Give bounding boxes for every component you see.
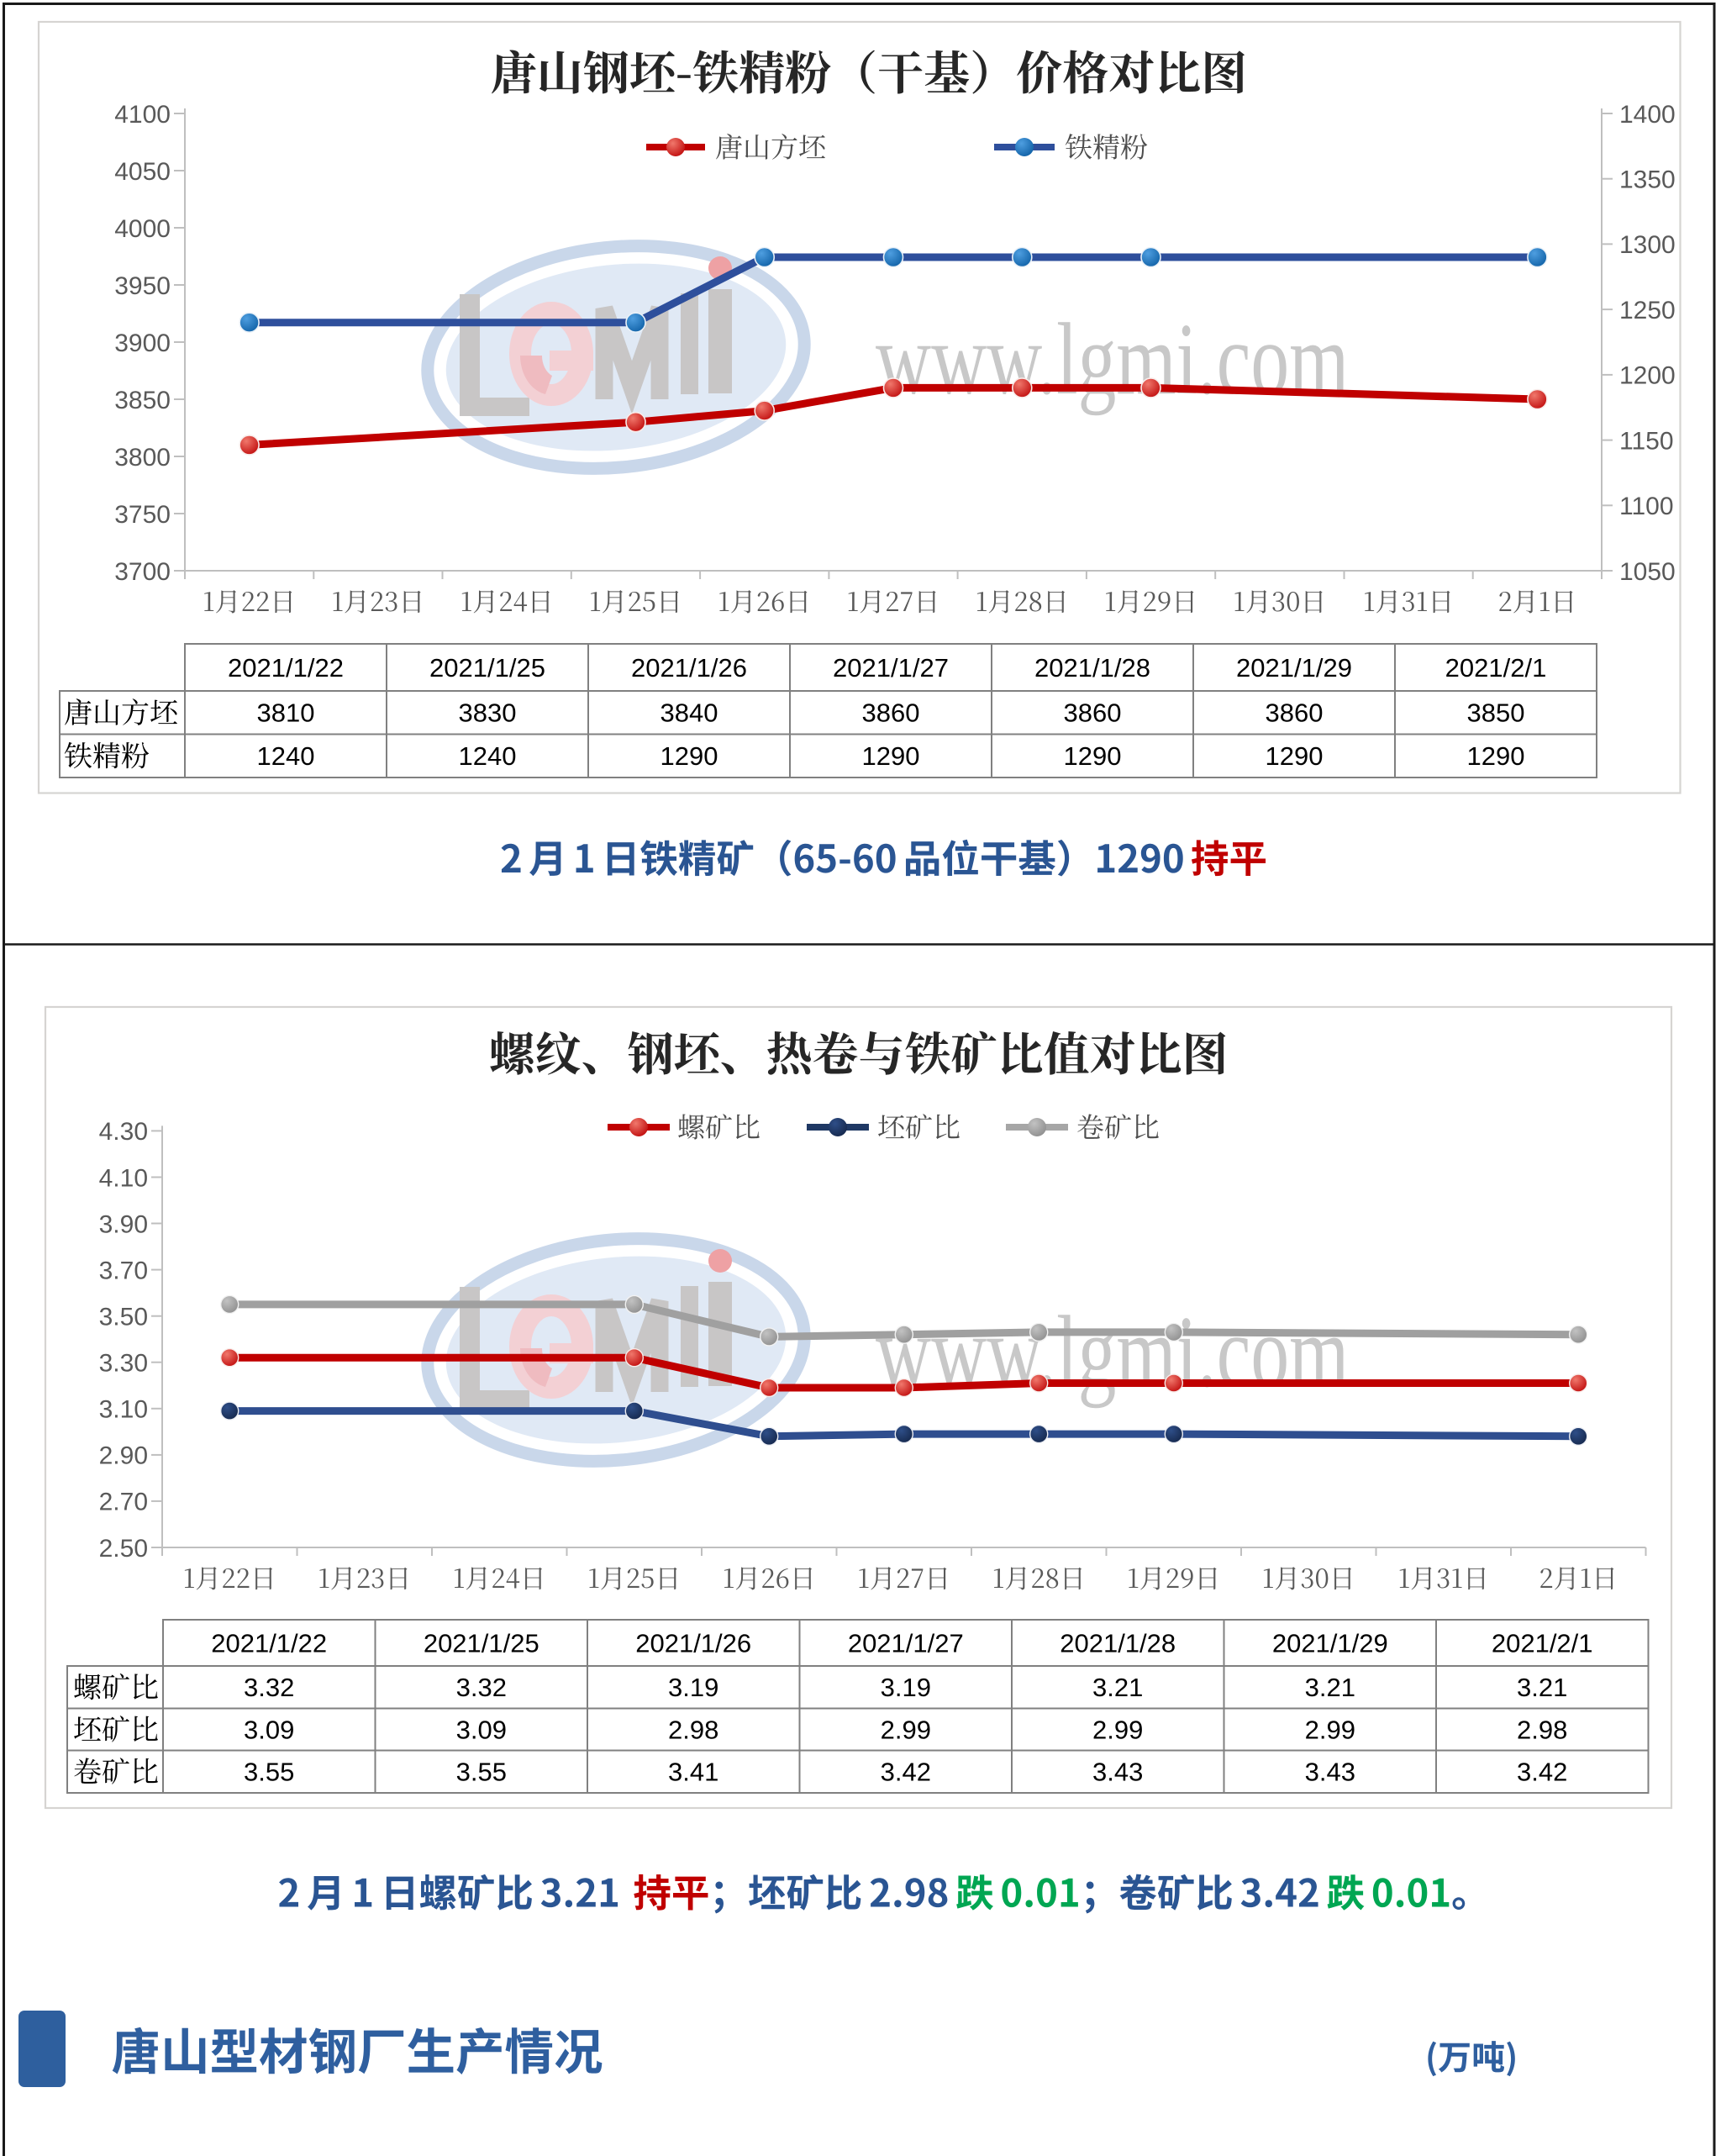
svg-text:2.90: 2.90 (99, 1442, 148, 1470)
svg-text:3850: 3850 (114, 387, 171, 414)
svg-text:3750: 3750 (114, 501, 171, 529)
svg-text:4.10: 4.10 (99, 1164, 148, 1192)
svg-text:3700: 3700 (114, 558, 171, 586)
svg-text:2.99: 2.99 (1092, 1715, 1143, 1744)
svg-text:1300: 1300 (1619, 231, 1676, 259)
svg-text:1240: 1240 (459, 741, 517, 771)
svg-text:3.19: 3.19 (668, 1673, 718, 1702)
svg-text:3.21: 3.21 (1092, 1673, 1143, 1702)
svg-text:1290: 1290 (1064, 741, 1122, 771)
svg-text:3.10: 3.10 (99, 1396, 148, 1424)
svg-text:3860: 3860 (1266, 698, 1324, 728)
svg-text:1250: 1250 (1619, 297, 1676, 324)
svg-text:3.50: 3.50 (99, 1304, 148, 1331)
svg-text:2.99: 2.99 (881, 1715, 931, 1744)
svg-text:3900: 3900 (114, 329, 171, 357)
svg-text:2021/1/25: 2021/1/25 (429, 653, 545, 683)
svg-text:3810: 3810 (257, 698, 315, 728)
svg-text:3950: 3950 (114, 272, 171, 300)
svg-text:2.99: 2.99 (1305, 1715, 1355, 1744)
svg-text:3.43: 3.43 (1305, 1758, 1355, 1787)
svg-text:4100: 4100 (114, 101, 171, 129)
svg-text:2021/1/25: 2021/1/25 (424, 1628, 539, 1658)
svg-text:2021/2/1: 2021/2/1 (1492, 1628, 1593, 1658)
svg-text:1290: 1290 (862, 741, 920, 771)
svg-text:2021/1/27: 2021/1/27 (833, 653, 949, 683)
svg-text:3.21: 3.21 (1305, 1673, 1355, 1702)
svg-text:1100: 1100 (1619, 493, 1674, 520)
svg-text:2.50: 2.50 (99, 1535, 148, 1563)
svg-text:3.43: 3.43 (1092, 1758, 1143, 1787)
svg-text:3.21: 3.21 (1517, 1673, 1567, 1702)
svg-text:1200: 1200 (1619, 362, 1676, 390)
svg-text:4000: 4000 (114, 215, 171, 243)
svg-text:2021/1/29: 2021/1/29 (1236, 653, 1352, 683)
svg-text:3.70: 3.70 (99, 1257, 148, 1284)
svg-text:3840: 3840 (661, 698, 718, 728)
svg-text:3.32: 3.32 (244, 1673, 294, 1702)
svg-text:3.55: 3.55 (456, 1758, 507, 1787)
svg-text:1290: 1290 (661, 741, 718, 771)
svg-text:1290: 1290 (1467, 741, 1525, 771)
svg-text:2021/2/1: 2021/2/1 (1445, 653, 1547, 683)
svg-text:1240: 1240 (257, 741, 315, 771)
svg-text:3860: 3860 (1064, 698, 1122, 728)
svg-text:3.19: 3.19 (881, 1673, 931, 1702)
svg-text:3860: 3860 (862, 698, 920, 728)
svg-text:3.41: 3.41 (668, 1758, 718, 1787)
svg-text:1150: 1150 (1619, 427, 1674, 455)
svg-text:2021/1/29: 2021/1/29 (1272, 1628, 1388, 1658)
svg-text:3.32: 3.32 (456, 1673, 507, 1702)
svg-text:2.98: 2.98 (668, 1715, 718, 1744)
svg-text:2021/1/26: 2021/1/26 (631, 653, 747, 683)
svg-text:1350: 1350 (1619, 166, 1676, 194)
svg-text:2021/1/27: 2021/1/27 (848, 1628, 964, 1658)
svg-text:3.09: 3.09 (244, 1715, 294, 1744)
svg-text:3850: 3850 (1467, 698, 1525, 728)
svg-text:2021/1/22: 2021/1/22 (211, 1628, 327, 1658)
svg-text:3800: 3800 (114, 444, 171, 472)
svg-text:3.42: 3.42 (1517, 1758, 1567, 1787)
svg-text:3.55: 3.55 (244, 1758, 294, 1787)
svg-text:2.98: 2.98 (1517, 1715, 1567, 1744)
svg-text:3.90: 3.90 (99, 1210, 148, 1238)
svg-text:2021/1/22: 2021/1/22 (228, 653, 344, 683)
svg-text:2021/1/28: 2021/1/28 (1060, 1628, 1176, 1658)
svg-text:2.70: 2.70 (99, 1489, 148, 1516)
svg-text:4050: 4050 (114, 158, 171, 186)
svg-text:3.30: 3.30 (99, 1350, 148, 1378)
svg-text:3830: 3830 (459, 698, 517, 728)
svg-text:4.30: 4.30 (99, 1118, 148, 1146)
svg-text:1050: 1050 (1619, 558, 1676, 586)
svg-text:3.09: 3.09 (456, 1715, 507, 1744)
svg-text:3.42: 3.42 (881, 1758, 931, 1787)
svg-text:1290: 1290 (1266, 741, 1324, 771)
svg-text:1400: 1400 (1619, 101, 1676, 129)
svg-text:2021/1/26: 2021/1/26 (635, 1628, 751, 1658)
svg-text:2021/1/28: 2021/1/28 (1034, 653, 1150, 683)
